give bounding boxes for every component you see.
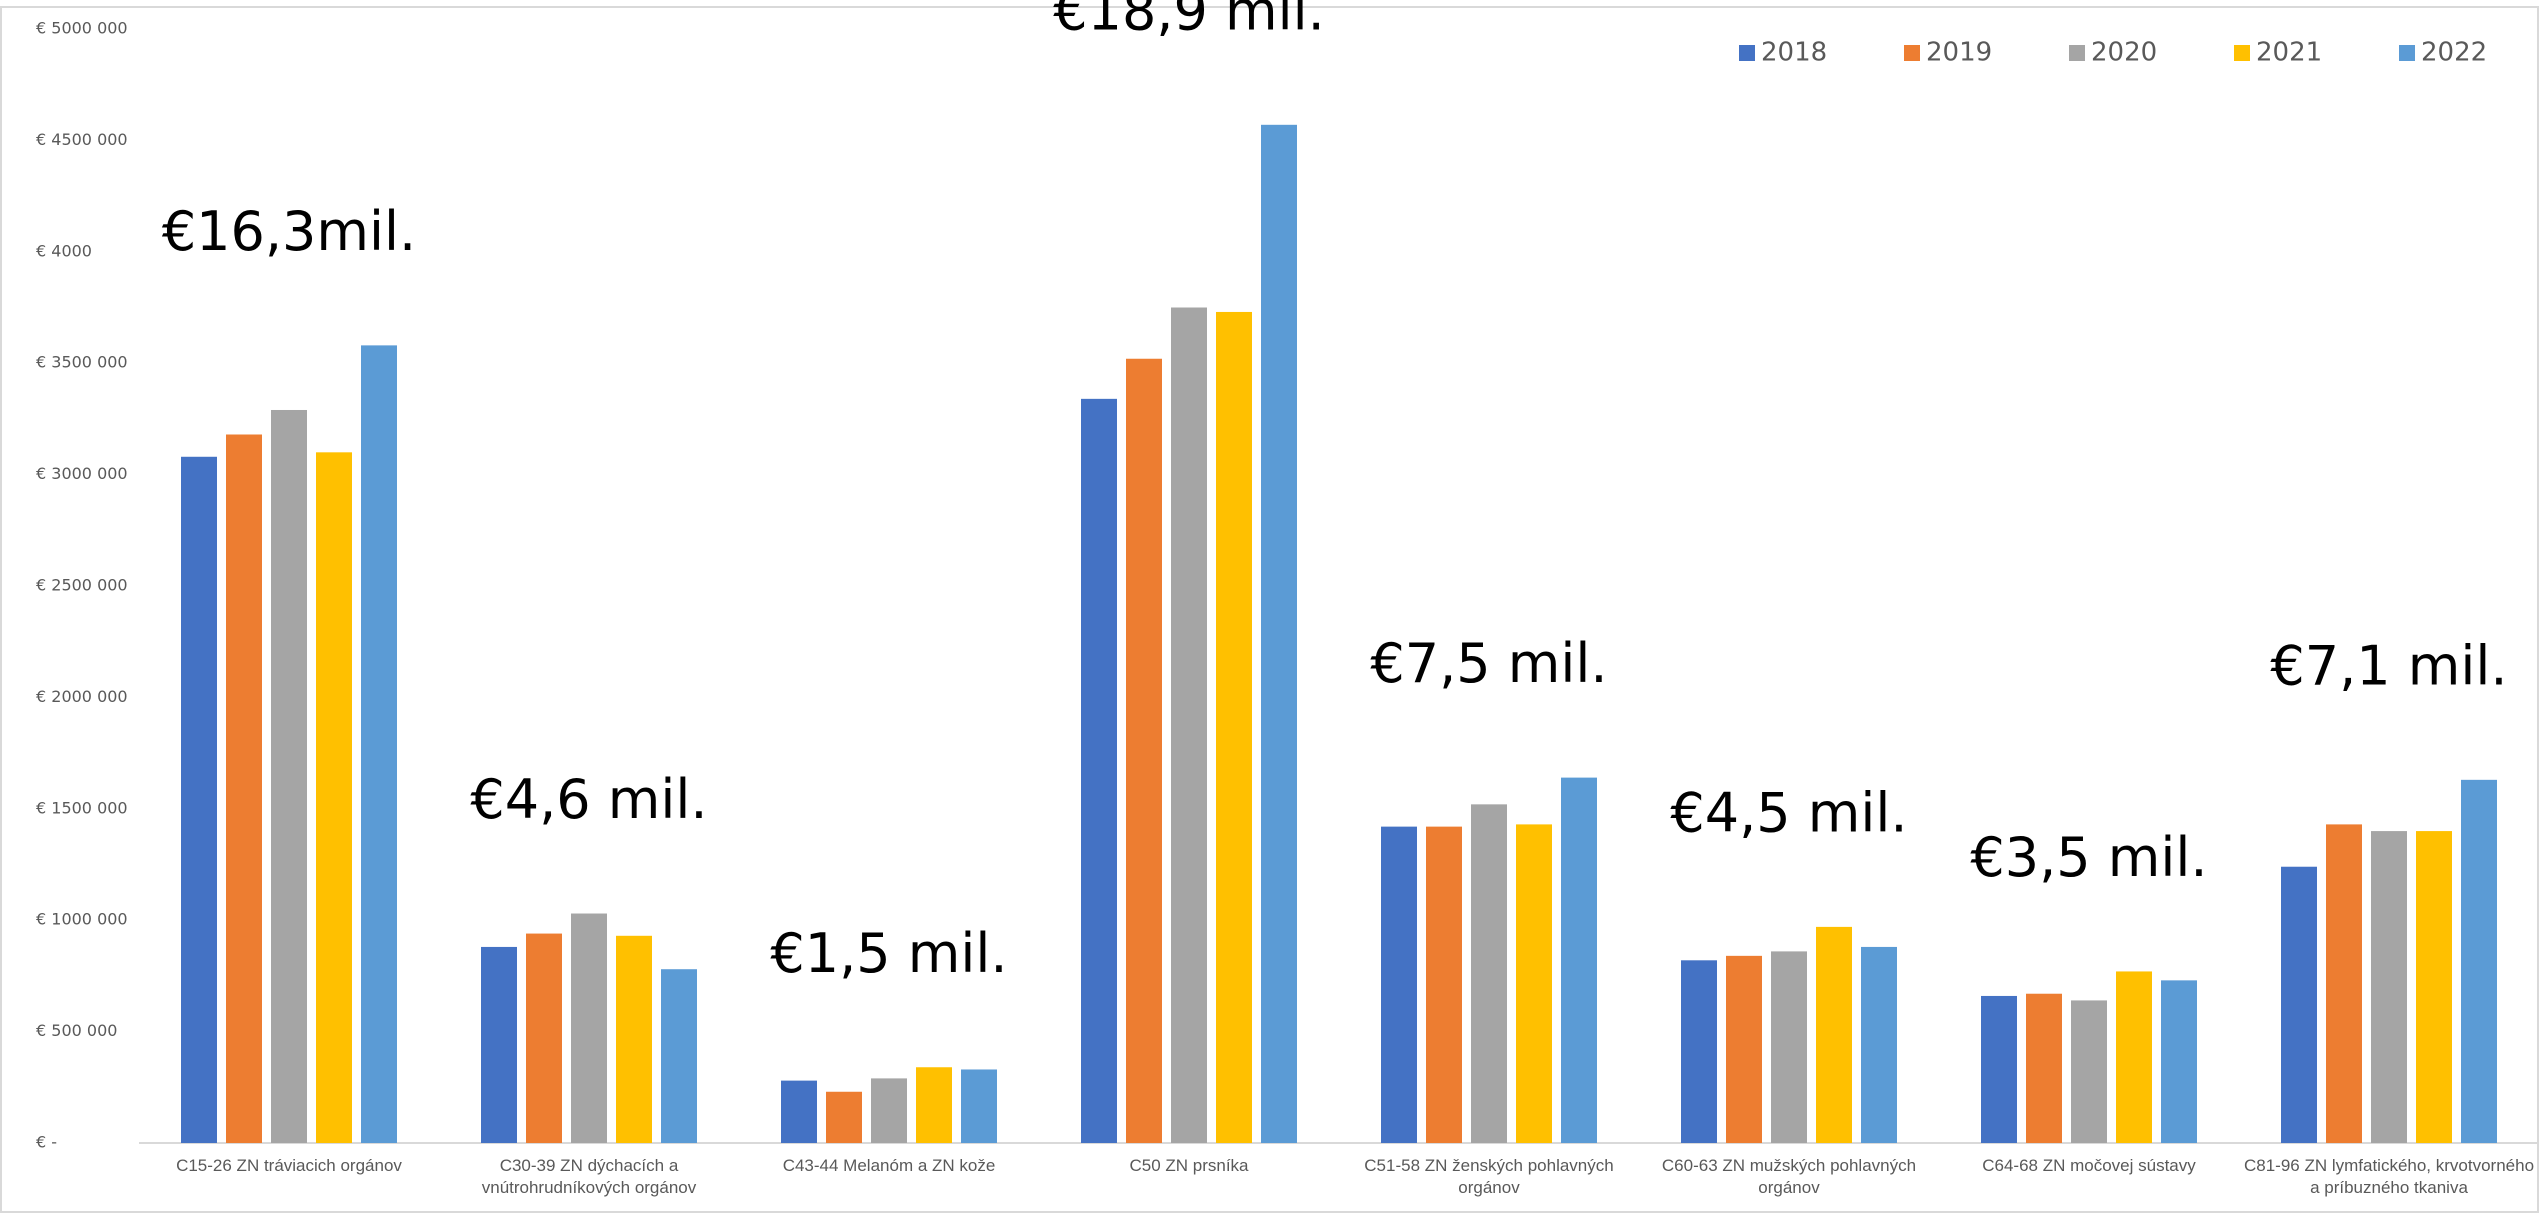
- annotation: €4,5 mil.: [1670, 782, 1907, 845]
- annotation: €1,5 mil.: [770, 922, 1007, 985]
- x-tick-label: C30-39 ZN dýchacích a vnútrohrudníkových…: [481, 1156, 697, 1197]
- bar: [361, 345, 397, 1144]
- bar: [2161, 980, 2197, 1143]
- y-tick-label: € 3000 000: [36, 464, 128, 483]
- legend-swatch: [2234, 45, 2250, 61]
- y-tick-label: € 1500 000: [36, 798, 128, 817]
- annotation: €18,9 mil.: [1053, 0, 1325, 42]
- legend-label: 2022: [2421, 38, 2487, 68]
- annotation: €16,3mil.: [162, 200, 416, 263]
- bar: [571, 913, 607, 1143]
- annotation: €4,6 mil.: [470, 768, 707, 831]
- legend-swatch: [2399, 45, 2415, 61]
- y-tick-label: € 3500 000: [36, 353, 128, 372]
- y-tick-label: € -: [36, 1133, 57, 1152]
- x-tick-label: C43-44 Melanóm a ZN kože: [782, 1156, 996, 1175]
- annotation: €7,5 mil.: [1370, 632, 1607, 695]
- y-tick-label: € 1000 000: [36, 910, 128, 929]
- bar: [2371, 831, 2407, 1143]
- x-tick-label: C81-96 ZN lymfatického, krvotvorného a p…: [2243, 1156, 2535, 1197]
- bar: [1771, 951, 1807, 1143]
- x-tick-label: C15-26 ZN tráviacich orgánov: [176, 1156, 402, 1175]
- y-tick-label: € 500 000: [36, 1021, 117, 1040]
- bar: [616, 935, 652, 1143]
- bar: [481, 946, 517, 1143]
- bar: [2026, 993, 2062, 1143]
- bar: [2416, 831, 2452, 1143]
- bar: [916, 1067, 952, 1143]
- y-tick-label: € 5000 000: [36, 19, 128, 38]
- x-tick-label: C64-68 ZN močovej sústavy: [1982, 1156, 2196, 1175]
- bar: [1171, 307, 1207, 1143]
- bar: [526, 933, 562, 1143]
- bar: [1381, 826, 1417, 1143]
- bar: [1681, 960, 1717, 1143]
- bar: [316, 452, 352, 1143]
- legend-label: 2021: [2256, 38, 2322, 68]
- bar: [2116, 971, 2152, 1143]
- bar: [1726, 955, 1762, 1143]
- bar: [1126, 358, 1162, 1143]
- bar: [271, 409, 307, 1143]
- bar: [826, 1091, 862, 1143]
- bar: [1981, 995, 2017, 1143]
- y-tick-label: € 4000: [36, 241, 92, 260]
- bar: [1216, 311, 1252, 1143]
- y-tick-label: € 4500 000: [36, 130, 128, 149]
- bar: [871, 1078, 907, 1143]
- legend-label: 2020: [2091, 38, 2157, 68]
- x-tick-label: C50 ZN prsníka: [1129, 1156, 1249, 1175]
- x-tick-label: C51-58 ZN ženských pohlavných orgánov: [1364, 1156, 1614, 1197]
- bar: [2326, 824, 2362, 1143]
- y-tick-label: € 2500 000: [36, 576, 128, 595]
- bar: [1426, 826, 1462, 1143]
- bar: [2071, 1000, 2107, 1143]
- legend-label: 2018: [1761, 38, 1827, 68]
- annotation: €7,1 mil.: [2270, 634, 2507, 697]
- legend-swatch: [1739, 45, 1755, 61]
- bar: [226, 434, 262, 1144]
- bar: [1816, 926, 1852, 1143]
- bar: [2461, 779, 2497, 1143]
- bar: [1261, 124, 1297, 1143]
- bar: [661, 969, 697, 1143]
- legend-label: 2019: [1926, 38, 1992, 68]
- bar: [1516, 824, 1552, 1143]
- bar: [781, 1080, 817, 1143]
- bar: [1081, 398, 1117, 1143]
- chart-border: [0, 6, 2539, 1213]
- bar: [1471, 804, 1507, 1143]
- bar: [1861, 946, 1897, 1143]
- bar: [1561, 777, 1597, 1143]
- bar: [2281, 866, 2317, 1143]
- annotation: €3,5 mil.: [1970, 826, 2207, 889]
- y-tick-label: € 2000 000: [36, 687, 128, 706]
- legend-swatch: [2069, 45, 2085, 61]
- bar: [181, 456, 217, 1143]
- bar: [961, 1069, 997, 1143]
- x-tick-label: C60-63 ZN mužských pohlavných orgánov: [1661, 1156, 1917, 1197]
- legend-swatch: [1904, 45, 1920, 61]
